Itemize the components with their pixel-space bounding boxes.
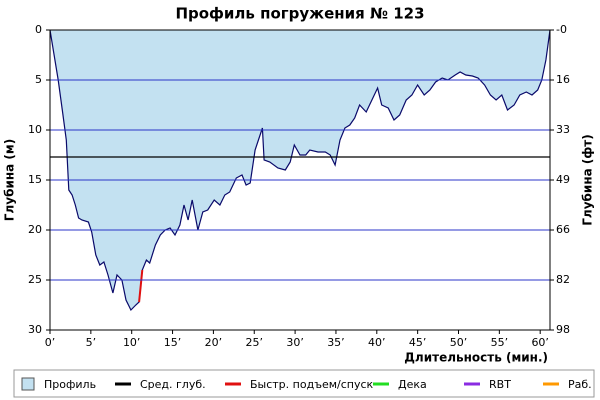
y2-axis-title: Глубина (фт) xyxy=(581,134,595,225)
legend-swatch xyxy=(21,377,35,391)
x-tick-label: 0’ xyxy=(45,336,56,349)
y-tick-label: 30 xyxy=(28,323,42,336)
x-axis-title: Длительность (мин.) xyxy=(404,351,548,365)
y2-tick-label: 16 xyxy=(556,73,570,86)
x-tick-label: 45’ xyxy=(409,336,427,349)
x-tick-label: 5’ xyxy=(86,336,97,349)
x-tick-label: 20’ xyxy=(205,336,223,349)
y-tick-label: 20 xyxy=(28,223,42,236)
y-tick-label: 15 xyxy=(28,173,42,186)
x-tick-label: 10’ xyxy=(123,336,141,349)
profile-line xyxy=(49,29,551,312)
plot-frame xyxy=(49,29,551,331)
x-tick-label: 40’ xyxy=(368,336,386,349)
profile-area xyxy=(50,30,550,310)
y2-tick-label: 82 xyxy=(556,273,570,286)
y2-tick-label: 49 xyxy=(556,173,570,186)
y-tick-label: 25 xyxy=(28,273,42,286)
y-axis-title: Глубина (м) xyxy=(3,139,17,221)
x-tick-label: 55’ xyxy=(491,336,509,349)
chart-title: Профиль погружения № 123 xyxy=(175,5,424,23)
y-tick-label: 5 xyxy=(35,73,42,86)
legend-label: Раб. xyxy=(568,378,592,391)
y2-tick-label: 98 xyxy=(556,323,570,336)
x-tick-label: 25’ xyxy=(245,336,263,349)
legend-box xyxy=(13,369,595,398)
x-tick-label: 50’ xyxy=(450,336,468,349)
legend-label: Профиль xyxy=(44,378,96,391)
x-tick-label: 35’ xyxy=(327,336,345,349)
legend-label: RBT xyxy=(489,378,511,391)
legend-label: Сред. глуб. xyxy=(140,378,206,391)
y2-tick-label: -0 xyxy=(556,23,567,36)
legend-label: Быстр. подъем/спуск xyxy=(250,378,374,391)
y2-tick-label: 66 xyxy=(556,223,570,236)
x-tick-label: 30’ xyxy=(286,336,304,349)
x-tick-label: 15’ xyxy=(164,336,182,349)
y-tick-label: 0 xyxy=(35,23,42,36)
y2-tick-label: 33 xyxy=(556,123,570,136)
legend-label: Дека xyxy=(398,378,427,391)
y-tick-label: 10 xyxy=(28,123,42,136)
fast-ascent-line xyxy=(138,269,144,303)
x-tick-label: 60’ xyxy=(531,336,549,349)
